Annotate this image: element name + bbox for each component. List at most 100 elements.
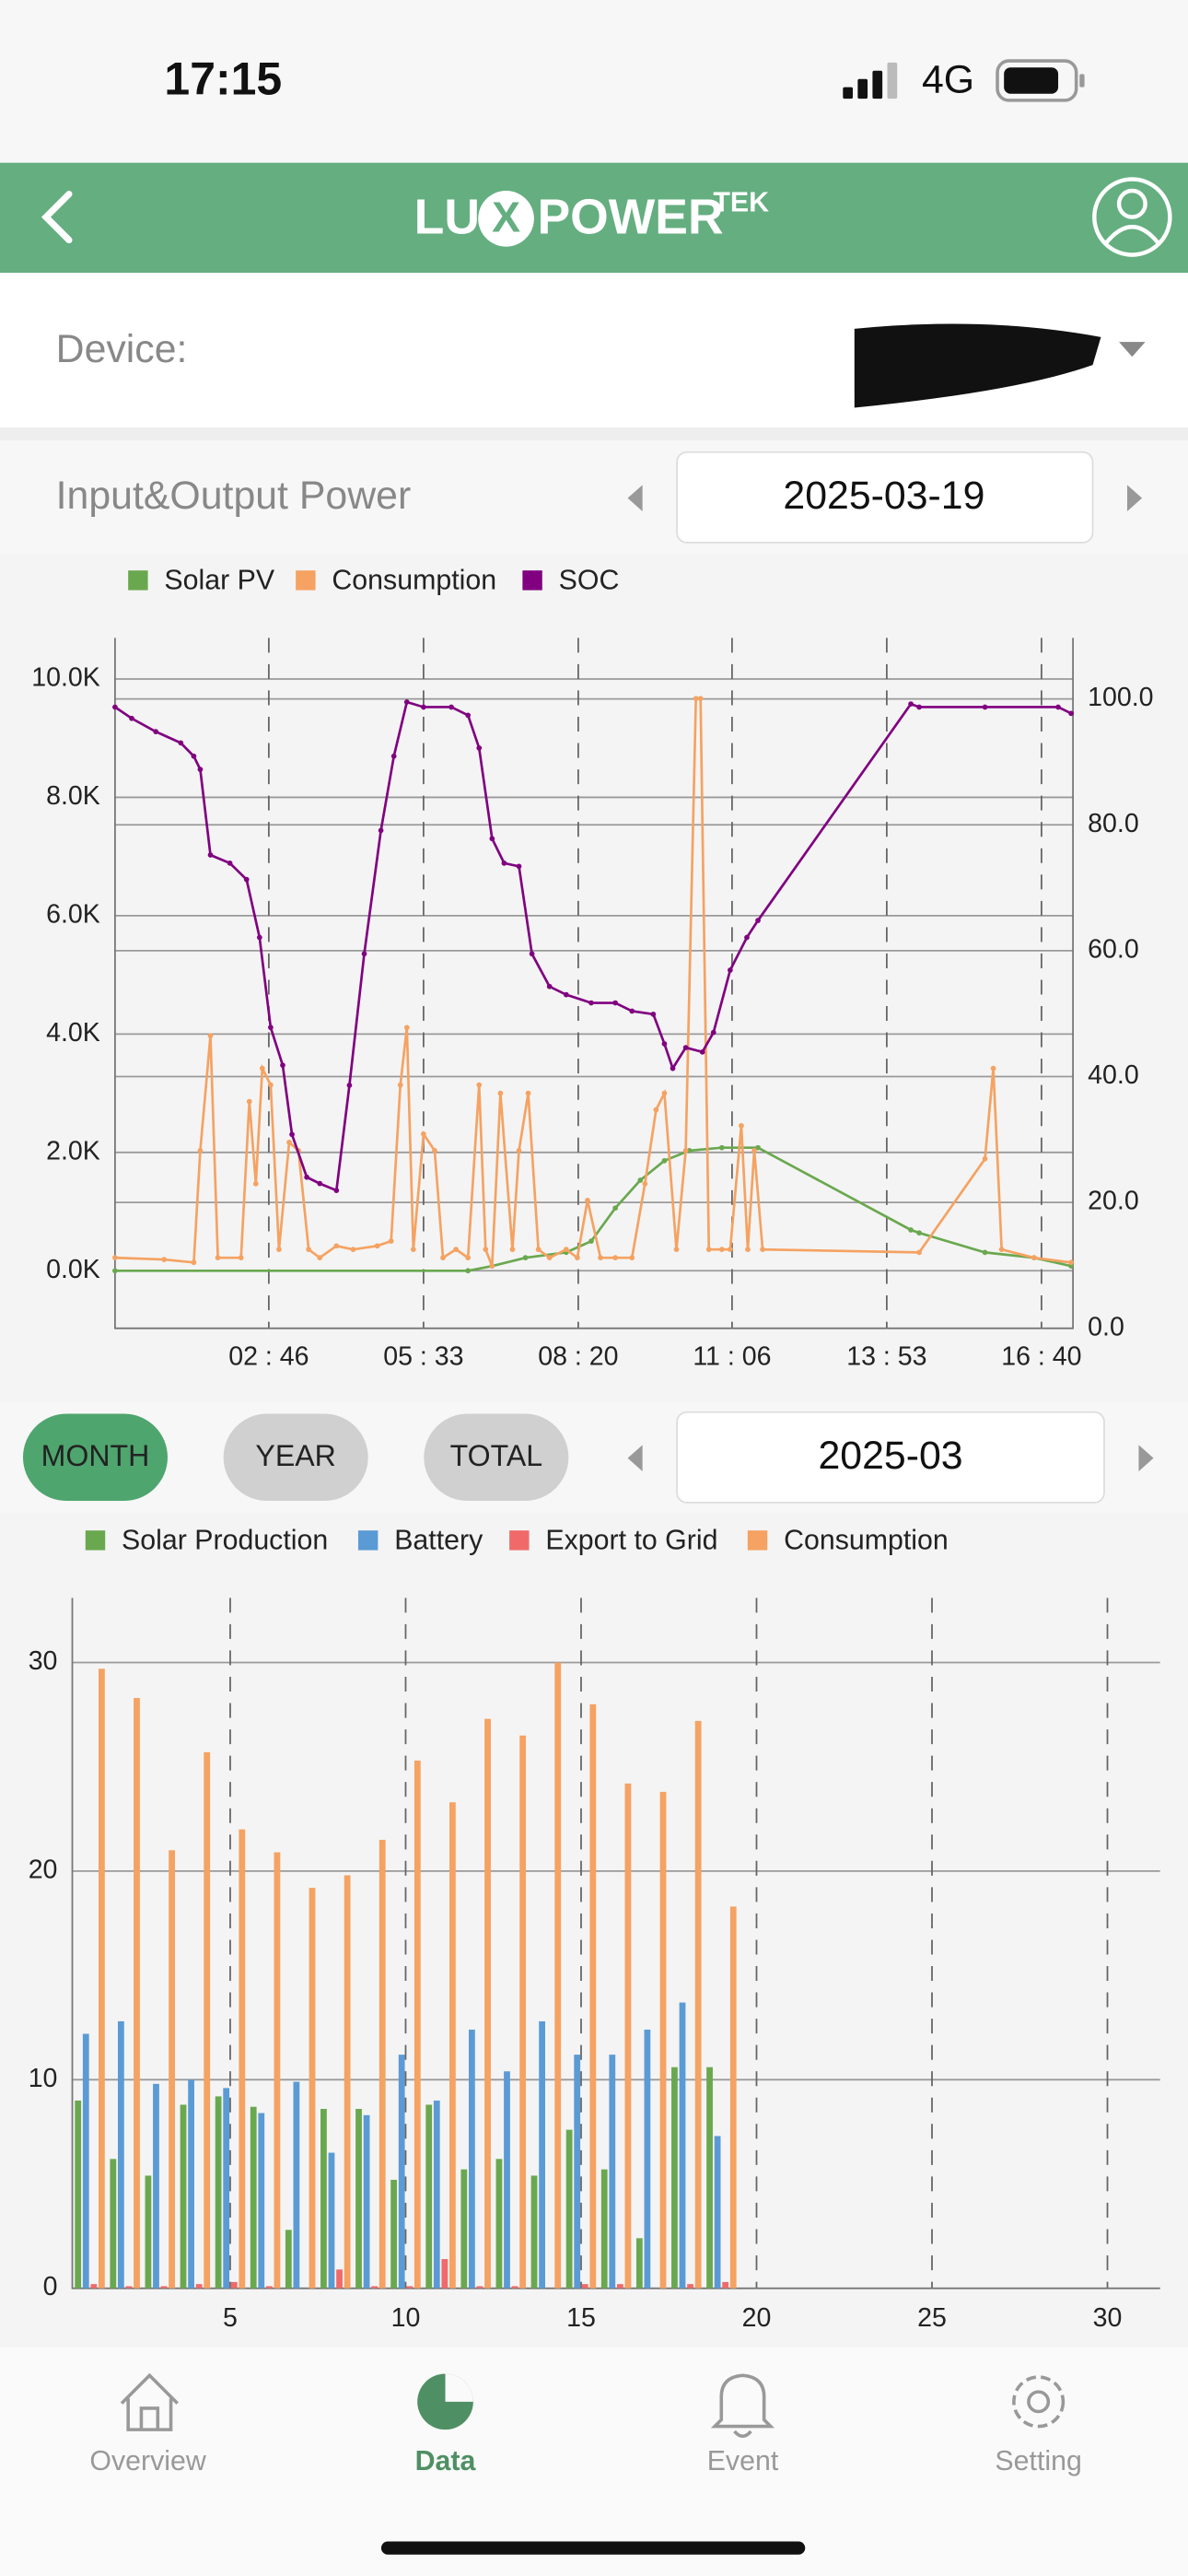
bar xyxy=(706,2067,713,2289)
bar xyxy=(519,1735,527,2289)
point xyxy=(388,1238,394,1245)
bar xyxy=(344,1875,351,2289)
point xyxy=(129,715,134,721)
point xyxy=(629,1255,635,1261)
y2-tick-label: 60.0 xyxy=(1088,934,1139,964)
bar xyxy=(671,2067,678,2289)
back-button[interactable] xyxy=(41,191,73,244)
bar xyxy=(153,2083,159,2289)
legend-label: Solar Production xyxy=(122,1526,328,1556)
legend-swatch xyxy=(747,1530,768,1551)
nav-label[interactable]: Overview xyxy=(89,2446,205,2476)
point xyxy=(390,753,397,759)
x-tick-label: 30 xyxy=(1093,2303,1123,2333)
legend-label: Consumption xyxy=(784,1526,949,1556)
device-dropdown[interactable] xyxy=(1119,342,1146,357)
y2-tick-label: 80.0 xyxy=(1088,809,1139,838)
point xyxy=(280,1062,285,1069)
bar xyxy=(687,2284,693,2289)
bar xyxy=(413,1760,421,2289)
point xyxy=(1068,710,1074,717)
point xyxy=(682,1045,689,1050)
point xyxy=(403,1025,410,1031)
x-tick-label: 13 : 53 xyxy=(846,1341,926,1371)
point xyxy=(637,1177,644,1183)
bar-chart: 0 10 20 30 5 10 15 20 25 30 Solar Production Batter… xyxy=(29,1526,1160,2333)
next-month[interactable] xyxy=(1138,1445,1154,1471)
y2-tick-label: 40.0 xyxy=(1088,1060,1139,1090)
date-box[interactable] xyxy=(676,451,1094,544)
nav-label[interactable]: Event xyxy=(707,2446,779,2476)
bar xyxy=(539,2020,545,2289)
bar xyxy=(250,2106,257,2289)
x-tick-label: 20 xyxy=(742,2303,772,2333)
point xyxy=(276,1247,282,1253)
point xyxy=(191,753,197,759)
bar xyxy=(82,2033,89,2289)
period-tab-label: MONTH xyxy=(41,1439,150,1472)
bar xyxy=(363,2114,370,2289)
point xyxy=(612,1000,618,1006)
battery-icon xyxy=(996,59,1085,102)
bar xyxy=(460,2169,468,2289)
bar xyxy=(134,1697,140,2289)
bar xyxy=(160,2286,168,2289)
profile-button[interactable] xyxy=(1092,177,1172,257)
bar xyxy=(169,1850,175,2289)
legend-swatch xyxy=(296,570,316,591)
point xyxy=(268,1025,274,1031)
point xyxy=(588,1238,594,1245)
setting-icon[interactable] xyxy=(1012,2375,1066,2429)
signal-icon xyxy=(843,62,898,100)
bar xyxy=(223,2088,230,2289)
x-tick-label: 16 : 40 xyxy=(1001,1341,1081,1371)
point xyxy=(304,1174,309,1180)
period-tab[interactable] xyxy=(424,1413,569,1502)
point xyxy=(699,1048,705,1055)
y-tick-label: 10.0K xyxy=(31,663,100,693)
point xyxy=(333,1243,340,1249)
month-text: 2025-03 xyxy=(818,1434,962,1478)
point xyxy=(629,1008,635,1014)
nav-label[interactable]: Setting xyxy=(995,2446,1081,2476)
prev-month[interactable] xyxy=(627,1445,643,1471)
series-line xyxy=(114,700,1072,1193)
bar xyxy=(274,1852,281,2289)
point xyxy=(516,863,522,870)
prev-date[interactable] xyxy=(627,485,643,511)
point xyxy=(916,1230,922,1236)
y2-tick-label: 100.0 xyxy=(1088,683,1153,712)
point xyxy=(745,1247,751,1253)
status-bar xyxy=(0,0,1188,163)
bar xyxy=(145,2175,152,2289)
next-date[interactable] xyxy=(1126,485,1143,511)
point xyxy=(563,991,569,998)
bar xyxy=(204,1751,211,2289)
bar xyxy=(320,2109,327,2289)
data-icon[interactable] xyxy=(417,2373,473,2430)
bar xyxy=(99,1669,105,2289)
nav-label[interactable]: Data xyxy=(415,2446,477,2476)
legend-label: Consumption xyxy=(332,566,496,596)
device-label: Device: xyxy=(56,327,188,371)
bar xyxy=(729,1906,737,2289)
bar xyxy=(714,2136,721,2289)
point xyxy=(982,1249,988,1256)
point xyxy=(546,983,553,989)
overview-icon[interactable] xyxy=(120,2372,179,2431)
bar xyxy=(589,1704,597,2289)
point xyxy=(243,876,250,883)
period-tab[interactable] xyxy=(22,1413,168,1502)
event-icon[interactable] xyxy=(710,2373,775,2439)
brand-text: X xyxy=(492,193,520,240)
point xyxy=(739,1123,744,1129)
period-tab[interactable] xyxy=(223,1413,368,1502)
bar xyxy=(258,2113,265,2289)
bar xyxy=(379,1839,386,2289)
axis-line xyxy=(71,1598,1160,2289)
point xyxy=(453,1247,459,1253)
month-box[interactable] xyxy=(676,1411,1105,1504)
bar xyxy=(635,2238,643,2289)
point xyxy=(916,704,922,710)
